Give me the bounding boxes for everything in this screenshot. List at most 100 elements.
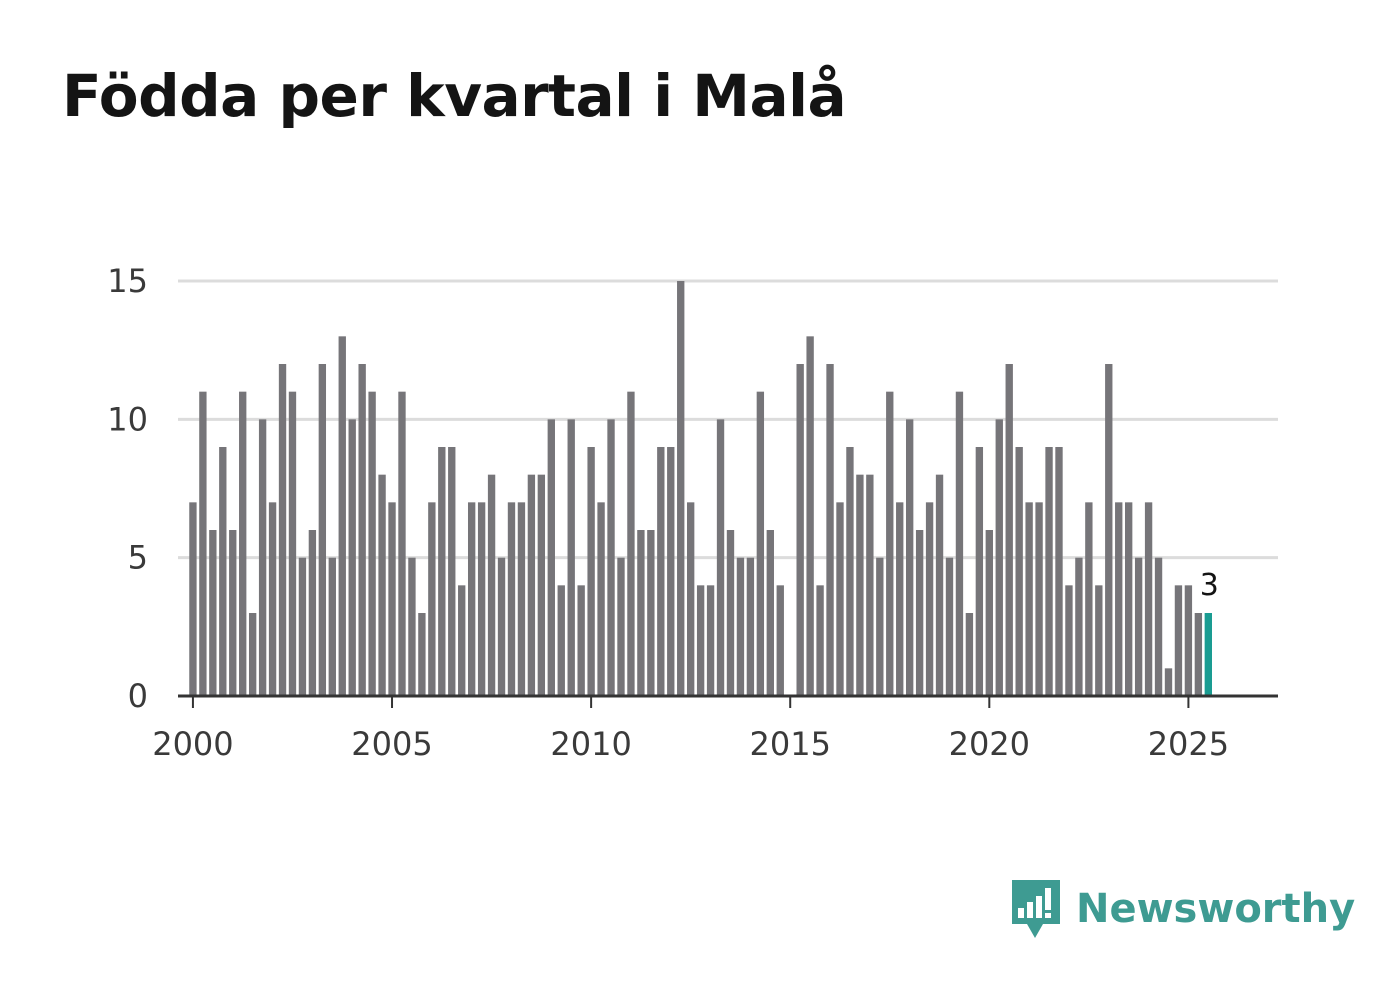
bar [1035,502,1043,696]
bar [268,502,277,696]
bar [1184,585,1193,696]
bar [587,447,595,696]
bar [338,336,346,696]
bar [657,447,665,696]
bar [716,419,725,696]
bar [497,557,506,696]
bar [567,419,575,696]
bar [1174,585,1183,696]
bar [706,585,715,696]
brand-logo: Newsworthy [1010,878,1355,940]
bar [199,391,207,696]
newsworthy-logo-icon [1012,880,1060,938]
bar [1095,585,1103,696]
bar [288,391,297,696]
bar [438,447,446,696]
bar [856,474,864,696]
bar [756,391,765,696]
bar [378,474,386,696]
bar [388,502,396,696]
bar [886,391,894,696]
bar [876,557,884,696]
bar [1134,557,1143,696]
bar [1154,557,1163,696]
bar [577,585,585,696]
bar [1164,668,1173,696]
x-tick-label-2020: 2020 [949,725,1030,763]
bar [1025,502,1033,696]
bar [816,585,824,696]
bar [686,502,695,696]
bar [1075,557,1083,696]
x-tick-label-2025: 2025 [1148,725,1229,763]
bar [537,474,546,696]
bar [428,502,436,696]
labels: 0 5 10 15 3 2000 2005 2010 2015 2020 2025 [107,262,1229,763]
bar [945,557,954,696]
bar [517,502,526,696]
bar [358,364,366,696]
bar [348,419,356,696]
bar [866,474,874,696]
bar [278,364,287,696]
bar [836,502,844,696]
bar [547,419,555,696]
bar [189,502,197,696]
bar [746,557,755,696]
bar [1055,447,1063,696]
bar [1085,502,1093,696]
bar [448,447,456,696]
x-tick-label-2015: 2015 [749,725,830,763]
bar [696,585,705,696]
bar [846,447,854,696]
y-tick-label-5: 5 [128,539,148,577]
x-tick-label-2000: 2000 [152,725,233,763]
bar [368,391,376,696]
bar [677,281,685,696]
y-tick-label-10: 10 [107,400,148,438]
bar [806,336,814,696]
bars [189,281,1212,696]
bar [318,364,327,696]
bar [965,613,974,696]
bar [955,391,964,696]
bar [776,585,784,696]
bar [477,502,486,696]
bar [905,419,914,696]
bar [1065,585,1073,696]
bar [617,557,625,696]
bar [826,364,834,696]
bar [736,557,745,696]
bar [418,613,426,696]
bar [1005,364,1013,696]
bar [647,530,655,696]
bar [248,613,257,696]
bar [985,530,993,696]
bar [507,502,516,696]
bar [975,447,984,696]
bar [398,391,406,696]
bar [527,474,536,696]
bar [896,502,904,696]
bar [597,502,605,696]
bar-value-label: 3 [1200,568,1219,603]
bar [607,419,615,696]
bar [209,530,217,696]
bar [1045,447,1053,696]
bar [408,557,416,696]
bar [915,530,924,696]
bar [766,530,774,696]
bar [557,585,565,696]
y-tick-label-0: 0 [128,677,148,715]
bar [219,447,227,696]
bar [726,530,735,696]
bar [328,557,336,696]
bar [1105,364,1113,696]
bar [1144,502,1153,696]
bar [796,364,804,696]
bar [925,502,934,696]
bar [627,391,635,696]
bar [1125,502,1133,696]
bar [667,447,675,696]
